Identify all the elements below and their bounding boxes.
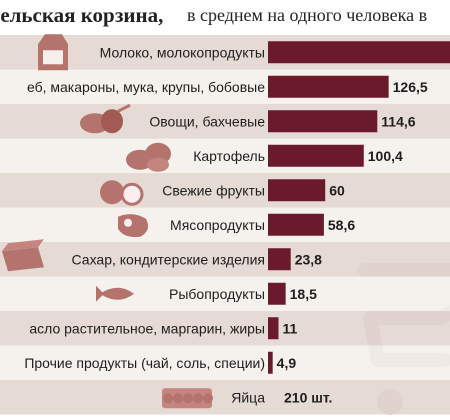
row-band [0, 276, 450, 311]
category-label: Рыбопродукты [169, 286, 265, 302]
bar [268, 41, 450, 64]
category-label: Свежие фрукты [162, 182, 265, 198]
chart-header: тельская корзина, в среднем на одного че… [0, 0, 450, 30]
row-band [0, 345, 450, 380]
value-label: 11 [282, 320, 297, 336]
value-label: 60 [329, 182, 345, 198]
chart-title: тельская корзина, [0, 3, 164, 27]
fish-icon [96, 285, 134, 302]
category-label: Молоко, молокопродукты [100, 44, 265, 60]
row-band [0, 311, 450, 346]
category-label: Яйца [231, 389, 265, 405]
category-label: Картофель [193, 148, 265, 164]
row-band [0, 242, 450, 277]
category-label: асло растительное, маргарин, жиры [29, 320, 265, 336]
value-label: 58,6 [328, 217, 355, 233]
row-band [0, 138, 450, 173]
category-label: Мясопродукты [170, 217, 265, 233]
value-label: 100,4 [368, 148, 403, 164]
bar [268, 110, 378, 133]
category-label: Прочие продукты (чай, соль, специи) [24, 355, 265, 371]
category-label: Овощи, бахчевые [149, 113, 265, 129]
meat-icon [118, 214, 148, 238]
sugar-icon [2, 239, 44, 272]
value-label: 210 шт. [284, 389, 332, 405]
eggs-icon [162, 388, 213, 409]
row-band [0, 207, 450, 242]
value-label: 23,8 [295, 251, 322, 267]
value-label: 126,5 [393, 79, 428, 95]
chart-subtitle: в среднем на одного человека в [187, 5, 428, 25]
value-label: 114,6 [381, 113, 415, 129]
bar [268, 351, 273, 374]
value-label: 18,5 [290, 286, 317, 302]
bar [268, 179, 326, 202]
fruits-icon [100, 180, 144, 206]
value-label: 4,9 [277, 355, 297, 371]
vegetables-icon [80, 103, 131, 134]
category-label: еб, макароны, мука, крупы, бобовые [27, 79, 265, 95]
bar [268, 282, 286, 305]
bar [268, 75, 389, 98]
bar [268, 213, 324, 236]
bar [268, 317, 279, 340]
bar [268, 248, 291, 271]
milk-carton-icon [38, 34, 68, 71]
potatoes-icon [126, 142, 171, 172]
row-band [0, 380, 450, 415]
category-label: Сахар, кондитерские изделия [72, 251, 265, 267]
bar [268, 144, 364, 167]
row-band [0, 173, 450, 208]
